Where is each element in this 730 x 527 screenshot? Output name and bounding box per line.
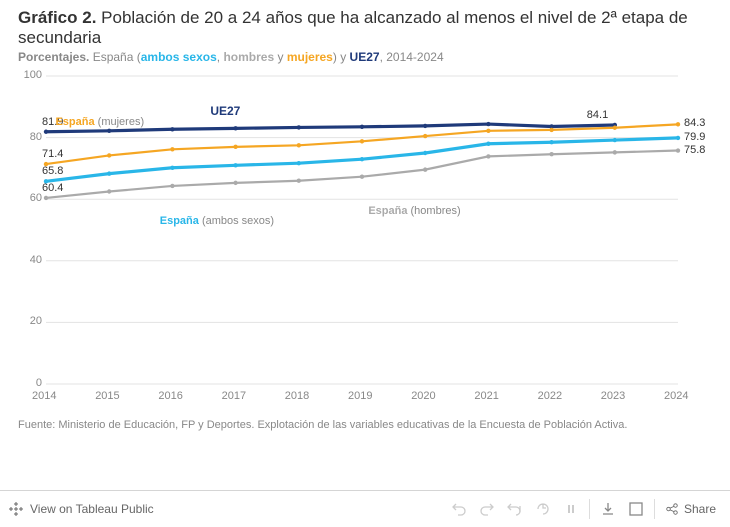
revert-icon — [507, 501, 523, 517]
toolbar-separator — [589, 499, 590, 519]
footer-note: Fuente: Ministerio de Educación, FP y De… — [18, 418, 712, 432]
value-label-first-hombres: 60.4 — [42, 182, 63, 194]
view-on-public-button[interactable]: View on Tableau Public — [8, 501, 154, 517]
chart-container: Gráfico 2. Población de 20 a 24 años que… — [0, 0, 730, 490]
y-axis-label: 80 — [30, 131, 42, 143]
subtitle-prefix: Porcentajes. — [18, 50, 89, 64]
y-axis-label: 100 — [24, 69, 42, 81]
value-label-last-mujeres: 84.3 — [684, 117, 705, 129]
y-axis-label: 60 — [30, 192, 42, 204]
download-icon — [600, 501, 616, 517]
series-label-mujeres: España (mujeres) — [55, 116, 144, 128]
value-label-last-ue27: 84.1 — [587, 109, 608, 121]
subtitle-ambos: ambos sexos — [141, 50, 217, 64]
x-axis-label: 2017 — [222, 390, 246, 402]
share-button[interactable]: Share — [659, 502, 722, 516]
value-label-last-hombres: 75.8 — [684, 144, 705, 156]
y-axis-label: 20 — [30, 315, 42, 327]
download-button[interactable] — [594, 495, 622, 523]
title-rest: Población de 20 a 24 años que ha alcanza… — [18, 8, 688, 47]
x-axis-label: 2018 — [285, 390, 309, 402]
tableau-logo-icon — [8, 501, 24, 517]
x-axis-label: 2023 — [601, 390, 625, 402]
value-label-first-mujeres: 71.4 — [42, 148, 63, 160]
redo-icon — [479, 501, 495, 517]
subtitle-years: , 2014-2024 — [380, 50, 444, 64]
subtitle-hombres: hombres — [223, 50, 274, 64]
pause-button[interactable] — [557, 495, 585, 523]
refresh-icon — [535, 501, 551, 517]
series-label-hombres: España (hombres) — [368, 205, 460, 217]
subtitle: Porcentajes. España (ambos sexos, hombre… — [18, 50, 712, 64]
subtitle-mujeres: mujeres — [287, 50, 333, 64]
view-on-public-label: View on Tableau Public — [30, 502, 154, 516]
pause-icon — [563, 501, 579, 517]
y-axis-label: 40 — [30, 254, 42, 266]
subtitle-and: y — [274, 50, 287, 64]
x-axis-label: 2020 — [411, 390, 435, 402]
value-label-first-ambos: 65.8 — [42, 165, 63, 177]
fullscreen-icon — [628, 501, 644, 517]
x-axis-label: 2022 — [538, 390, 562, 402]
subtitle-spain: España ( — [89, 50, 140, 64]
x-axis-label: 2019 — [348, 390, 372, 402]
plot-area: 0 20 40 60 80 100 2014 2015 2016 2017 2018 2019 2020… — [18, 72, 712, 412]
x-axis-label: 2016 — [158, 390, 182, 402]
subtitle-ue27: UE27 — [350, 50, 380, 64]
x-axis-label: 2021 — [474, 390, 498, 402]
fullscreen-button[interactable] — [622, 495, 650, 523]
series-label-ambos: España (ambos sexos) — [160, 215, 274, 227]
x-axis-label: 2015 — [95, 390, 119, 402]
series-label-ue27: UE27 — [210, 104, 240, 118]
x-axis-label: 2024 — [664, 390, 688, 402]
share-label: Share — [684, 502, 716, 516]
refresh-button[interactable] — [529, 495, 557, 523]
share-icon — [665, 502, 679, 516]
redo-button[interactable] — [473, 495, 501, 523]
x-axis-label: 2014 — [32, 390, 56, 402]
revert-button[interactable] — [501, 495, 529, 523]
toolbar-separator-2 — [654, 499, 655, 519]
y-axis-label: 0 — [36, 377, 42, 389]
tableau-toolbar: View on Tableau Public Share — [0, 490, 730, 527]
subtitle-close: ) y — [333, 50, 350, 64]
undo-icon — [451, 501, 467, 517]
value-label-last-ambos: 79.9 — [684, 131, 705, 143]
title-block: Gráfico 2. Población de 20 a 24 años que… — [18, 8, 712, 64]
title-bold: Gráfico 2. — [18, 8, 96, 27]
undo-button[interactable] — [445, 495, 473, 523]
